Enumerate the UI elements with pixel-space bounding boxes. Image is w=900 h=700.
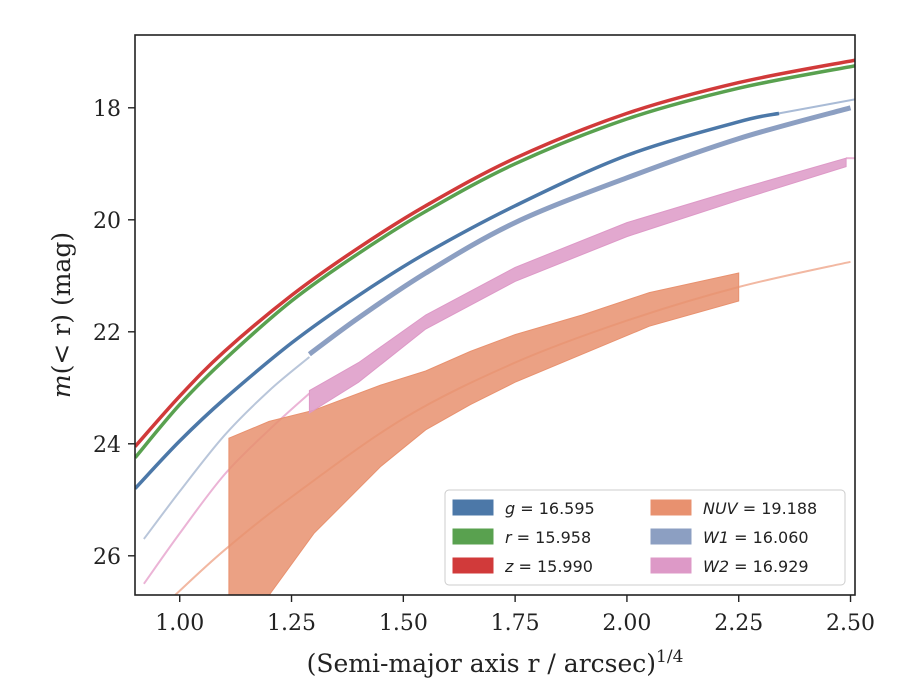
plot-frame	[134, 34, 856, 596]
legend-entry-w2: W2 = 16.929	[703, 557, 809, 576]
x-tick-label: 1.75	[491, 611, 540, 636]
x-tick-label: 1.50	[379, 611, 428, 636]
legend-swatch	[650, 499, 692, 516]
legend-swatch	[452, 528, 494, 545]
series-line-g	[135, 111, 780, 490]
series-line-r	[135, 64, 855, 459]
series-band-w2	[308, 157, 847, 414]
x-tick-label: 1.00	[155, 611, 204, 636]
legend-swatch	[452, 557, 494, 574]
x-axis-label: (Semi-major axis r / arcsec)1/4	[307, 647, 684, 678]
x-tick-label: 2.00	[602, 611, 651, 636]
series-line-w1	[307, 105, 852, 357]
legend-swatch	[452, 499, 494, 516]
y-tick-label: 20	[93, 209, 121, 234]
legend-entry-g: g = 16.595	[505, 499, 595, 518]
y-tick-label: 18	[93, 97, 121, 122]
series-line-z	[135, 58, 855, 448]
legend-entry-z: z = 15.990	[504, 557, 593, 576]
legend-entry-w1: W1 = 16.060	[703, 528, 809, 547]
y-axis: 18 20 22 24 26	[93, 97, 135, 570]
legend-box	[444, 489, 846, 586]
legend-entry-r: r = 15.958	[505, 528, 591, 547]
y-tick-label: 26	[93, 545, 121, 570]
plot-area	[135, 58, 855, 595]
legend-swatch	[650, 557, 692, 574]
x-tick-label: 1.25	[267, 611, 316, 636]
faint-model-curve-5	[778, 98, 855, 115]
legend-entry-nuv: NUV = 19.188	[703, 499, 817, 518]
legend-swatch	[650, 528, 692, 545]
x-axis: 1.00 1.25 1.50 1.75 2.00 2.25 2.50	[155, 595, 875, 636]
y-tick-label: 22	[93, 321, 121, 346]
y-axis-label: m(< r) (mag)	[47, 232, 76, 398]
series-band-nuv	[228, 272, 740, 595]
x-tick-label: 2.50	[826, 611, 875, 636]
x-tick-label: 2.25	[714, 611, 763, 636]
y-tick-label: 24	[93, 433, 121, 458]
faint-model-curve-1	[143, 356, 311, 540]
legend: g = 16.595 r = 15.958 z = 15.990 NUV = 19.1…	[444, 489, 846, 586]
